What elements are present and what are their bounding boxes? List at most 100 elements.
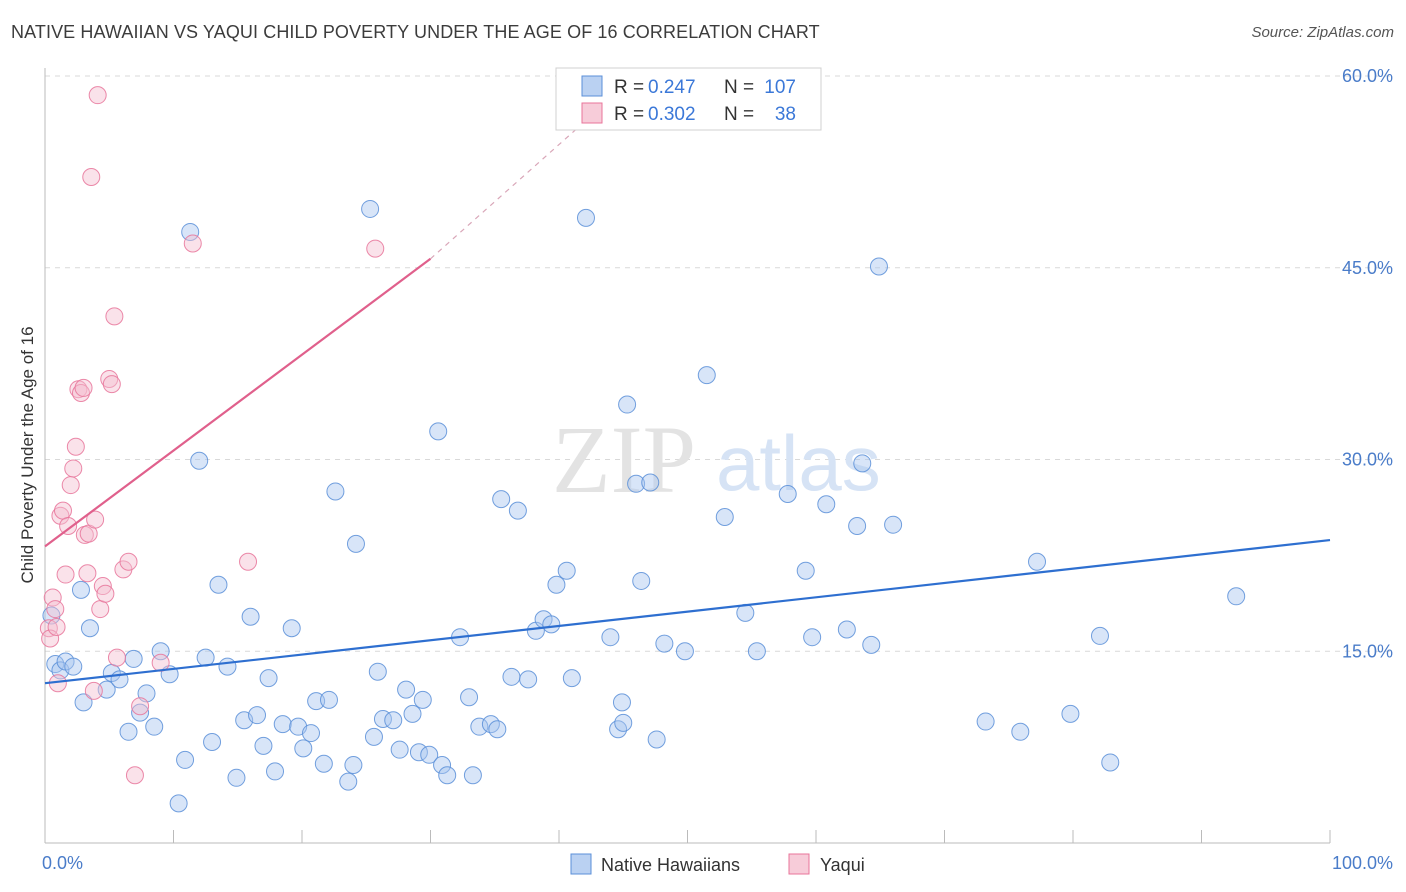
native-hawaiian-point <box>227 768 246 787</box>
native-hawaiian-point <box>632 571 651 590</box>
yaqui-point <box>125 766 144 785</box>
yaqui-point <box>61 476 80 495</box>
yaqui-point <box>46 600 65 619</box>
yaqui-point <box>43 588 62 607</box>
yaqui-point <box>96 584 115 603</box>
native-hawaiian-point <box>848 516 867 535</box>
gridlines <box>45 75 1393 652</box>
x-tick-label: 100.0% <box>1332 853 1393 873</box>
source-credit: Source: ZipAtlas.com <box>1251 24 1394 41</box>
chart-title: NATIVE HAWAIIAN VS YAQUI CHILD POVERTY U… <box>11 22 820 42</box>
native-hawaiian-point <box>181 222 200 241</box>
trend-lines <box>44 75 1331 685</box>
yaqui-point <box>78 564 97 583</box>
native-hawaiian-point <box>736 603 755 622</box>
yaqui-point <box>66 437 85 456</box>
stats-n-value: 107 <box>764 77 796 98</box>
yaqui-point <box>239 552 258 571</box>
native-hawaiian-point <box>241 607 260 626</box>
native-hawaiian-point <box>976 712 995 731</box>
yaqui-point <box>91 600 110 619</box>
native-hawaiian-point <box>862 635 881 654</box>
native-hawaiian-point <box>409 743 428 762</box>
yaqui-trend-line <box>44 257 432 548</box>
native-hawaiian-point <box>641 473 660 492</box>
yaqui-point <box>53 501 72 520</box>
native-hawaiian-point <box>697 366 716 385</box>
native-hawaiian-point <box>361 199 380 218</box>
native-hawaiian-point <box>169 794 188 813</box>
native-hawaiian-point <box>413 690 432 709</box>
series-yaqui <box>39 86 385 785</box>
native-hawaiian-point <box>307 692 326 711</box>
native-hawaiian-point <box>420 745 439 764</box>
native-hawaiian-point <box>869 257 888 276</box>
native-hawaiian-point <box>884 515 903 534</box>
native-hawaiian-point <box>817 495 836 514</box>
yaqui-point <box>47 617 66 636</box>
native-hawaiian-point <box>218 657 237 676</box>
native-hawaiian-point <box>248 706 267 725</box>
native-hawaiian-point <box>438 766 457 785</box>
native-hawaiian-point <box>614 713 633 732</box>
yaqui-point <box>105 307 124 326</box>
native-hawaiian-point <box>259 669 278 688</box>
axes <box>44 68 1331 844</box>
yaqui-point <box>51 506 70 525</box>
native-hawaiian-point <box>74 693 93 712</box>
native-hawaiian-point <box>203 733 222 752</box>
legend-swatch <box>788 853 810 875</box>
stats-n-value: 38 <box>775 104 796 125</box>
native-hawaiian-point <box>266 762 285 781</box>
native-hawaiian-point <box>627 474 646 493</box>
tick-labels: 15.0% 30.0% 45.0% 60.0% 0.0% 100.0% <box>42 66 1393 873</box>
yaqui-point <box>64 459 83 478</box>
series-legend: Native Hawaiians Yaqui <box>570 853 865 875</box>
native-hawaiian-point <box>294 739 313 758</box>
native-hawaiian-point <box>655 634 674 653</box>
native-hawaiian-point <box>837 620 856 639</box>
native-hawaiian-point <box>301 724 320 743</box>
native-hawaiian-point <box>403 704 422 723</box>
native-hawaiian-point <box>715 508 734 527</box>
native-hawaiian-point <box>282 619 301 638</box>
series-native-hawaiians <box>42 199 1246 813</box>
native-hawaiian-point <box>364 727 383 746</box>
yaqui-point <box>59 516 78 535</box>
native-hawaiian-point <box>1227 587 1246 606</box>
native-hawaiian-point <box>803 628 822 647</box>
native-hawaiian-point <box>326 482 345 501</box>
native-hawaiian-point <box>1028 552 1047 571</box>
native-hawaiian-point <box>397 680 416 699</box>
stats-r-label: R = <box>614 104 644 125</box>
native-hawaiian-point <box>80 619 99 638</box>
native-hawaiian-point <box>1090 626 1109 645</box>
native-hawaiian-point <box>1101 753 1120 772</box>
stats-r-label: R = <box>614 77 644 98</box>
native-hawaiian-point <box>145 717 164 736</box>
native-hawaiian-point <box>1061 704 1080 723</box>
native-hawaiian-point <box>368 662 387 681</box>
native-hawaiian-point <box>601 628 620 647</box>
yaqui-point <box>366 239 385 258</box>
y-tick-label: 45.0% <box>1342 258 1393 278</box>
native-hawaiian-point <box>1011 722 1030 741</box>
native-hawaiian-point <box>319 690 338 709</box>
native-hawaiian-point <box>71 580 90 599</box>
native-hawaiian-point <box>853 454 872 473</box>
y-tick-label: 15.0% <box>1342 641 1393 661</box>
yaqui-point <box>56 565 75 584</box>
yaqui-point <box>74 378 93 397</box>
native-hawaiian-point <box>647 730 666 749</box>
native-hawaiian-point <box>346 534 365 553</box>
yaqui-point <box>84 681 103 700</box>
native-hawaiian-point <box>488 720 507 739</box>
native-hawaiian-point <box>508 501 527 520</box>
y-tick-label: 60.0% <box>1342 66 1393 86</box>
yaqui-point <box>100 369 119 388</box>
x-tick-label: 0.0% <box>42 853 83 873</box>
native-hawaiian-point <box>429 422 448 441</box>
native-hawaiian-point <box>254 736 273 755</box>
native-hawaiian-point <box>612 693 631 712</box>
